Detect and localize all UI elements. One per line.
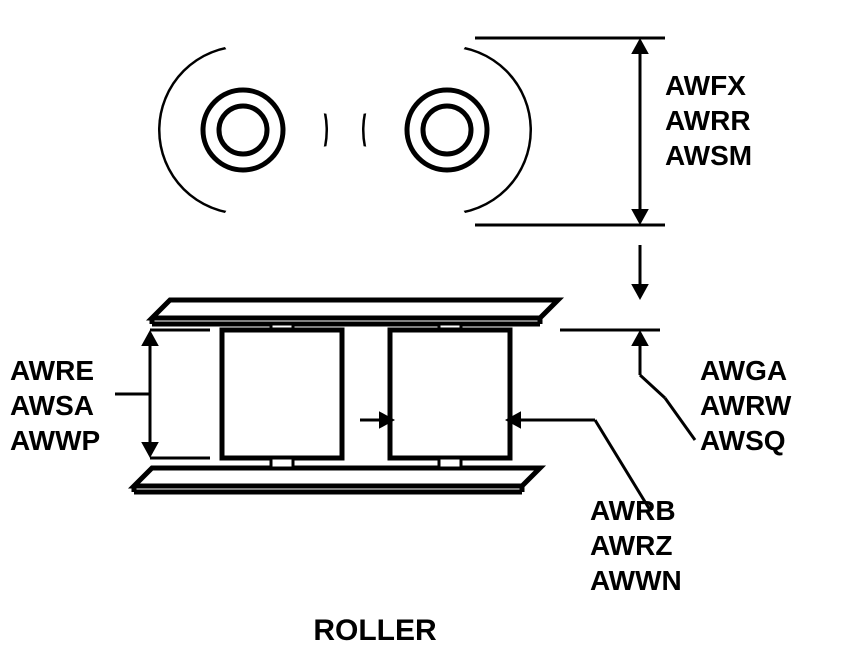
dim-label: AWSQ [700,425,786,456]
roller [390,330,510,458]
dim-label: AWRB [590,495,676,526]
dim-label: AWWP [10,425,100,456]
pin [439,458,461,468]
roller [222,330,342,458]
dim-label: AWSA [10,390,94,421]
figure-title: ROLLER [313,614,437,647]
dim-label: AWGA [700,355,787,386]
dim-label: AWSM [665,140,752,171]
link-plate [152,300,558,318]
dim-label: AWRW [700,390,792,421]
dim-label: AWRE [10,355,94,386]
dim-label: AWWN [590,565,682,596]
dim-label: AWRR [665,105,751,136]
dim-label: AWRZ [590,530,672,561]
dim-label: AWFX [665,70,746,101]
link-plate [134,468,540,486]
pin [271,458,293,468]
